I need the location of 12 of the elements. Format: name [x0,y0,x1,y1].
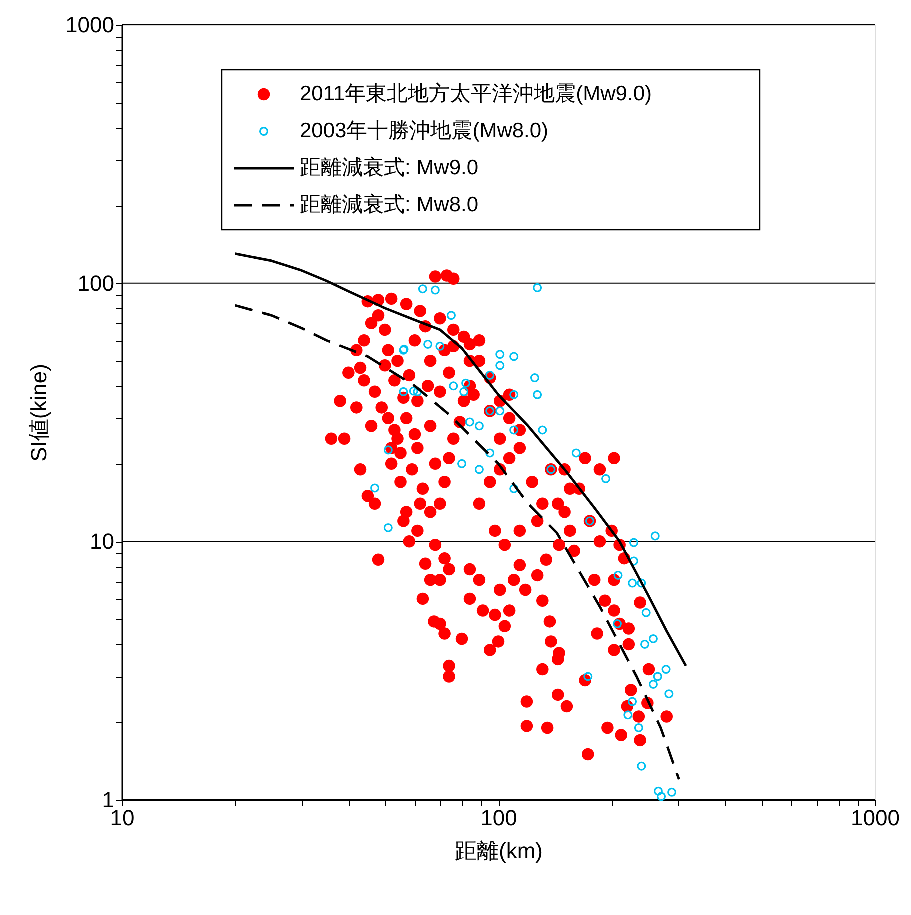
y-tick-label: 1 [102,788,114,812]
x-tick-label: 1000 [851,806,900,830]
x-axis-title: 距離(km) [455,838,543,864]
y-tick-label: 1000 [66,12,114,38]
y-axis-title: SI値(kine) [26,364,52,462]
y-tick-label: 10 [90,529,114,554]
y-tick-label: 100 [78,270,114,296]
legend-label: 距離減衰式: Mw8.0 [300,194,479,216]
legend-label: 2011年東北地方太平洋沖地震(Mw9.0) [300,82,652,106]
legend-label: 距離減衰式: Mw9.0 [300,156,479,180]
legend-label: 2003年十勝沖地震(Mw8.0) [300,120,549,142]
x-tick-label: 100 [480,806,518,830]
